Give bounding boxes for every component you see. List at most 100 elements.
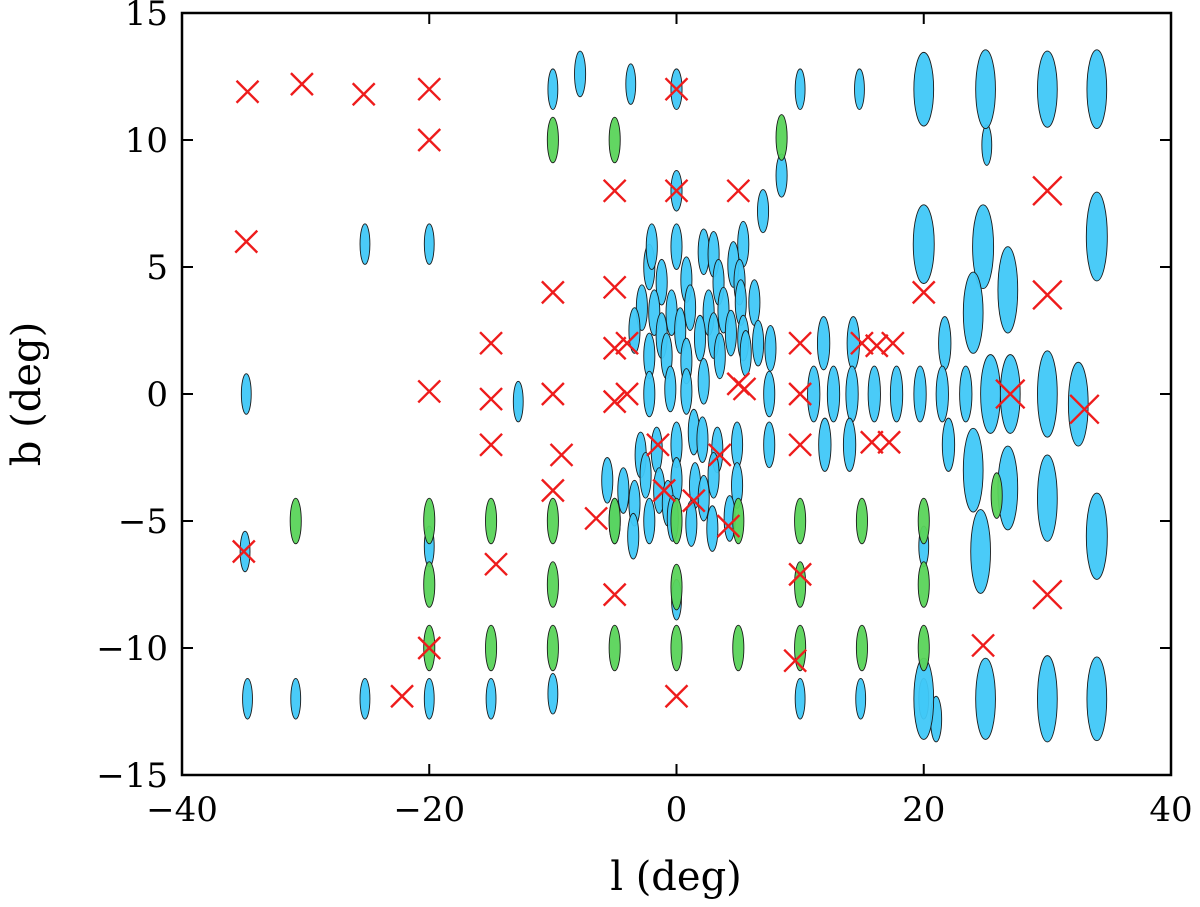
- blue-field-ellipse: [763, 421, 776, 469]
- y-tick-label: 5: [146, 248, 168, 288]
- y-tick-label: −5: [118, 502, 168, 542]
- cross-series: [231, 72, 1100, 709]
- cross-marker: [681, 488, 706, 513]
- blue-field-ellipse: [972, 204, 995, 290]
- blue-field-ellipse: [842, 417, 857, 472]
- cross-marker: [1032, 279, 1063, 311]
- blue-field-ellipse: [816, 316, 831, 371]
- blue-field-ellipse: [1086, 656, 1108, 742]
- green-field-ellipse: [423, 497, 436, 545]
- cross-marker: [732, 377, 757, 401]
- blue-field-ellipse: [485, 678, 497, 720]
- blue-field-ellipse: [290, 678, 302, 720]
- blue-field-ellipse: [846, 316, 860, 371]
- blue-field-ellipse: [684, 284, 697, 331]
- blue-field-ellipse: [627, 512, 640, 560]
- cross-marker: [877, 430, 901, 455]
- blue-field-ellipse: [697, 228, 710, 276]
- y-tick-label: 10: [125, 121, 168, 161]
- blue-field-ellipse: [794, 678, 806, 720]
- blue-field-ellipse: [938, 316, 952, 371]
- tick-labels: −40 −20 0 20 40 −15 −10 −5 0 5 10 15: [96, 0, 1192, 830]
- blue-field-ellipse: [707, 451, 720, 499]
- blue-field-ellipse: [1037, 50, 1058, 128]
- green-field-ellipse: [670, 497, 683, 545]
- green-series: [289, 114, 1003, 672]
- cross-marker: [479, 331, 503, 356]
- blue-field-ellipse: [713, 332, 726, 380]
- blue-field-ellipse: [752, 319, 765, 367]
- cross-marker: [602, 582, 627, 607]
- blue-field-ellipse: [855, 678, 867, 720]
- blue-field-ellipse: [980, 354, 1001, 434]
- blue-field-ellipse: [359, 223, 371, 265]
- green-field-ellipse: [423, 561, 436, 608]
- x-tick-label: −40: [146, 790, 218, 830]
- green-field-ellipse: [546, 116, 559, 164]
- blue-field-ellipse: [697, 474, 710, 522]
- blue-field-ellipse: [643, 497, 656, 545]
- green-field-ellipse: [917, 624, 930, 672]
- green-field-ellipse: [546, 497, 559, 545]
- cross-marker: [615, 331, 639, 356]
- cross-marker: [417, 636, 442, 660]
- green-field-ellipse: [485, 497, 498, 545]
- cross-marker: [716, 514, 741, 538]
- cross-marker: [788, 331, 812, 356]
- x-axis-label: l (deg): [610, 854, 742, 900]
- blue-field-ellipse: [639, 451, 652, 499]
- green-field-ellipse: [794, 497, 807, 545]
- x-tick-label: 20: [902, 790, 945, 830]
- blue-field-ellipse: [359, 678, 371, 720]
- cross-marker: [911, 280, 936, 305]
- green-field-ellipse: [289, 497, 302, 545]
- blue-field-ellipse: [670, 223, 683, 270]
- green-field-ellipse: [732, 624, 745, 672]
- blue-field-ellipse: [757, 189, 770, 234]
- cross-marker: [615, 382, 639, 406]
- cross-marker: [417, 77, 442, 102]
- green-field-ellipse: [855, 624, 868, 672]
- blue-field-ellipse: [574, 50, 587, 98]
- blue-field-ellipse: [935, 365, 949, 423]
- blue-field-ellipse: [242, 678, 253, 720]
- green-field-ellipse: [917, 497, 930, 545]
- blue-field-ellipse: [547, 68, 559, 110]
- blue-field-ellipse: [981, 124, 993, 166]
- blue-field-ellipse: [724, 309, 737, 357]
- green-field-ellipse: [917, 561, 930, 608]
- cross-marker: [788, 562, 812, 587]
- blue-field-ellipse: [912, 204, 935, 284]
- cross-marker: [1032, 175, 1063, 206]
- cross-marker: [417, 128, 442, 152]
- y-tick-label: 0: [146, 375, 168, 415]
- blue-field-ellipse: [547, 672, 559, 715]
- blue-field-ellipse: [962, 271, 984, 354]
- blue-field-ellipse: [889, 365, 904, 423]
- cross-marker: [390, 684, 414, 709]
- cross-marker: [664, 77, 689, 102]
- cross-marker: [783, 648, 808, 673]
- cross-marker: [602, 336, 627, 361]
- blue-field-ellipse: [1085, 492, 1108, 580]
- axis-ticks: [181, 12, 1172, 776]
- cross-marker: [707, 443, 732, 467]
- blue-field-ellipse: [1037, 655, 1058, 743]
- green-field-ellipse: [670, 624, 683, 672]
- blue-field-ellipse: [643, 370, 656, 418]
- blue-field-ellipse: [1085, 191, 1108, 282]
- blue-field-ellipse: [696, 416, 709, 464]
- blue-field-ellipse: [628, 307, 641, 354]
- blue-series: [239, 49, 1108, 743]
- blue-field-ellipse: [764, 324, 777, 372]
- cross-marker: [646, 432, 670, 457]
- cross-marker: [995, 378, 1026, 410]
- cross-marker: [479, 432, 503, 457]
- cross-marker: [235, 79, 260, 104]
- blue-field-ellipse: [970, 509, 991, 594]
- green-field-ellipse: [990, 472, 1003, 519]
- green-field-ellipse: [855, 497, 868, 545]
- blue-field-ellipse: [826, 365, 841, 423]
